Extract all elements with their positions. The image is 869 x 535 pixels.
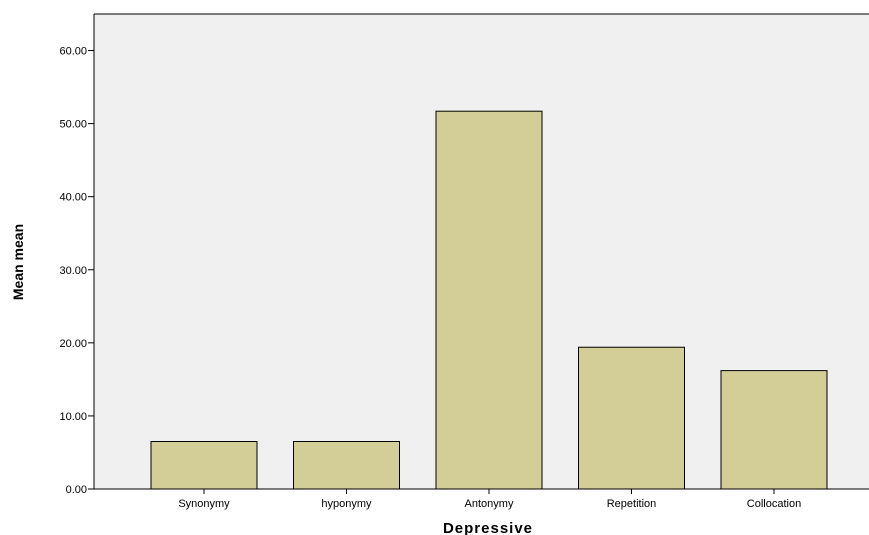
bar-repetition (578, 346, 685, 490)
x-tick-label: Repetition (607, 498, 657, 510)
x-tick-label: Synonymy (178, 498, 230, 510)
bar-synonymy (150, 441, 258, 490)
bar-collocation (720, 370, 828, 490)
x-axis-title: Depressive (443, 520, 533, 535)
y-tick-label: 60.00 (59, 46, 87, 58)
x-tick-label: hyponymy (321, 498, 372, 510)
x-tick-label: Collocation (747, 498, 801, 510)
bar-hyponymy (293, 441, 400, 490)
y-axis-title: Mean mean (10, 224, 26, 300)
bars-group (150, 110, 828, 490)
y-tick-label: 10.00 (59, 411, 87, 423)
bar-antonymy (435, 110, 543, 490)
x-tick-label: Antonymy (465, 498, 514, 510)
y-tick-label: 30.00 (59, 265, 87, 277)
y-tick-label: 40.00 (59, 192, 87, 204)
x-ticks-group: Synonymy hyponymy Antonymy Repetition Colloc… (178, 489, 801, 510)
y-tick-label: 20.00 (59, 338, 87, 350)
y-ticks-group: 0.00 10.00 20.00 30.00 40.00 50.00 60.00 (59, 46, 94, 496)
y-tick-label: 50.00 (59, 119, 87, 131)
y-tick-label: 0.00 (66, 484, 87, 496)
